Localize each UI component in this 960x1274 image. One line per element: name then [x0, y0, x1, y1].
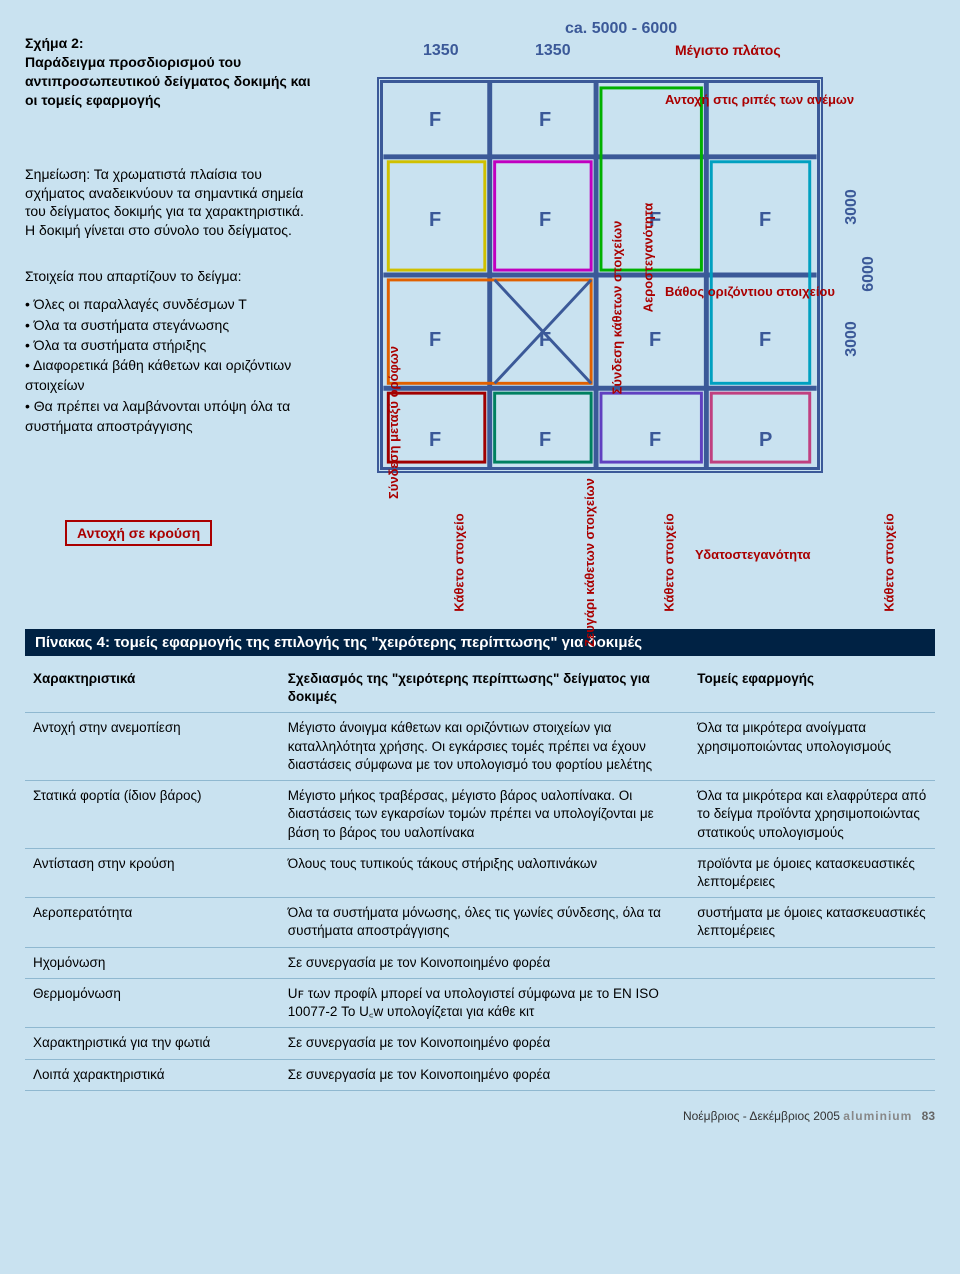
td-c2: Μέγιστο μήκος τραβέρσας, μέγιστο βάρος υ…	[280, 781, 690, 849]
facade-diagram: ca. 5000 - 6000 1350 1350 Μέγιστο πλάτος…	[335, 20, 895, 500]
bullet-item: Όλες οι παραλλαγές συνδέσμων Τ	[25, 294, 315, 314]
dim-overall: ca. 5000 - 6000	[565, 20, 677, 38]
cell-labels: F F F F F F F F F F F F F P	[389, 89, 811, 461]
table4: Χαρακτηριστικά Σχεδιασμός της "χειρότερη…	[25, 662, 935, 1091]
td-c3	[689, 1028, 935, 1059]
bullet-item: Όλα τα συστήματα στήριξης	[25, 335, 315, 355]
figure-number: Σχήμα 2:	[25, 35, 315, 51]
td-c1: Λοιπά χαρακτηριστικά	[25, 1059, 280, 1090]
cell-F: F	[429, 109, 441, 132]
impact-and-bottom-labels: Αντοχή σε κρούση Κάθετο στοιχείο Ζευγάρι…	[25, 520, 935, 605]
td-c1: Αεροπερατότητα	[25, 898, 280, 947]
table-row: ΑεροπερατότηταΌλα τα συστήματα μόνωσης, …	[25, 898, 935, 947]
label-water-tight: Υδατοστεγανότητα	[695, 547, 811, 562]
cell-F: F	[759, 329, 771, 352]
table-row: Λοιπά χαρακτηριστικάΣε συνεργασία με τον…	[25, 1059, 935, 1090]
facade-frame: F F F F F F F F F F F F F P	[380, 80, 820, 470]
label-vert-member-2: Κάθετο στοιχείο	[662, 513, 677, 611]
footer-mag: aluminium	[843, 1109, 912, 1123]
cell-F: F	[539, 109, 551, 132]
impact-box: Αντοχή σε κρούση	[65, 520, 212, 546]
td-c1: Χαρακτηριστικά για την φωτιά	[25, 1028, 280, 1059]
td-c3: Όλα τα μικρότερα ανοίγματα χρησιμοποιώντ…	[689, 713, 935, 781]
td-c1: Αντοχή στην ανεμοπίεση	[25, 713, 280, 781]
diagram-column: ca. 5000 - 6000 1350 1350 Μέγιστο πλάτος…	[335, 20, 935, 500]
footer-date: Νοέμβριος - Δεκέμβριος 2005	[683, 1109, 840, 1123]
td-c3: προϊόντα με όμοιες κατασκευαστικές λεπτο…	[689, 848, 935, 897]
dim-1350-b: 1350	[535, 42, 571, 60]
table-row: Στατικά φορτία (ίδιον βάρος)Μέγιστο μήκο…	[25, 781, 935, 849]
th-worstcase: Σχεδιασμός της "χειρότερης περίπτωσης" δ…	[280, 662, 690, 713]
table-row: Αντίσταση στην κρούσηΌλους τους τυπικούς…	[25, 848, 935, 897]
figure-caption: Παράδειγμα προσδιορισμού του αντιπροσωπε…	[25, 53, 315, 110]
cell-P: P	[759, 429, 772, 452]
footer-page: 83	[922, 1109, 935, 1123]
dim-3000-a: 3000	[843, 189, 861, 225]
figure-note: Σημείωση: Τα χρωματιστά πλαίσια του σχήμ…	[25, 165, 315, 241]
td-c2: Μέγιστο άνοιγμα κάθετων και οριζόντιων σ…	[280, 713, 690, 781]
table-head-row: Χαρακτηριστικά Σχεδιασμός της "χειρότερη…	[25, 662, 935, 713]
td-c2: Σε συνεργασία με τον Κοινοποιημένο φορέα	[280, 1059, 690, 1090]
td-c2: Σε συνεργασία με τον Κοινοποιημένο φορέα	[280, 1028, 690, 1059]
dim-1350-a: 1350	[423, 42, 459, 60]
bottom-labels: Κάθετο στοιχείο Ζευγάρι κάθετων στοιχείω…	[375, 525, 935, 605]
bullet-item: Διαφορετικά βάθη κάθετων και οριζόντιων …	[25, 355, 315, 396]
elements-heading: Στοιχεία που απαρτίζουν το δείγμα:	[25, 268, 315, 284]
label-vert-member-3: Κάθετο στοιχείο	[882, 513, 897, 611]
table-row: ΘερμομόνωσηUꜰ των προφίλ μπορεί να υπολο…	[25, 978, 935, 1027]
td-c3: συστήματα με όμοιες κατασκευαστικές λεπτ…	[689, 898, 935, 947]
bullet-item: Όλα τα συστήματα στεγάνωσης	[25, 315, 315, 335]
td-c3	[689, 947, 935, 978]
td-c1: Θερμομόνωση	[25, 978, 280, 1027]
table-row: ΗχομόνωσηΣε συνεργασία με τον Κοινοποιημ…	[25, 947, 935, 978]
label-conn-vert: Σύνδεση κάθετων στοιχείων	[609, 221, 624, 395]
td-c1: Στατικά φορτία (ίδιον βάρος)	[25, 781, 280, 849]
td-c3	[689, 1059, 935, 1090]
label-impact: Αντοχή σε κρούση	[77, 525, 200, 541]
cell-F: F	[429, 209, 441, 232]
label-depth-horiz: Βάθος οριζόντιου στοιχείου	[665, 284, 835, 299]
page-footer: Νοέμβριος - Δεκέμβριος 2005 aluminium 83	[25, 1109, 935, 1123]
td-c2: Uꜰ των προφίλ μπορεί να υπολογιστεί σύμφ…	[280, 978, 690, 1027]
cell-F: F	[429, 329, 441, 352]
table4-title: Πίνακας 4: τομείς εφαρμογής της επιλογής…	[25, 629, 935, 656]
bullet-list: Όλες οι παραλλαγές συνδέσμων Τ Όλα τα συ…	[25, 294, 315, 436]
table-row: Χαρακτηριστικά για την φωτιάΣε συνεργασί…	[25, 1028, 935, 1059]
label-vert-member-1: Κάθετο στοιχείο	[452, 513, 467, 611]
table-row: Αντοχή στην ανεμοπίεσηΜέγιστο άνοιγμα κά…	[25, 713, 935, 781]
td-c2: Σε συνεργασία με τον Κοινοποιημένο φορέα	[280, 947, 690, 978]
label-pair-vert: Ζευγάρι κάθετων στοιχείων	[582, 478, 597, 647]
td-c2: Όλους τους τυπικούς τάκους στήριξης υαλο…	[280, 848, 690, 897]
dim-3000-b: 3000	[843, 321, 861, 357]
figure-text-column: Σχήμα 2: Παράδειγμα προσδιορισμού του αν…	[25, 20, 315, 500]
label-air-tight: Αεροστεγανότητα	[640, 203, 655, 313]
cell-F: F	[429, 429, 441, 452]
td-c3	[689, 978, 935, 1027]
th-characteristic: Χαρακτηριστικά	[25, 662, 280, 713]
th-scope: Τομείς εφαρμογής	[689, 662, 935, 713]
td-c1: Ηχομόνωση	[25, 947, 280, 978]
bullet-item: Θα πρέπει να λαμβάνονται υπόψη όλα τα συ…	[25, 396, 315, 437]
cell-F: F	[539, 429, 551, 452]
label-wind-resistance: Αντοχή στις ριπές των ανέμων	[665, 92, 854, 107]
cell-F: F	[539, 209, 551, 232]
td-c2: Όλα τα συστήματα μόνωσης, όλες τις γωνίε…	[280, 898, 690, 947]
cell-F: F	[539, 329, 551, 352]
cell-F: F	[649, 329, 661, 352]
dim-max-width: Μέγιστο πλάτος	[675, 42, 781, 58]
dim-6000: 6000	[860, 256, 878, 292]
cell-F: F	[759, 209, 771, 232]
cell-F: F	[649, 429, 661, 452]
td-c3: Όλα τα μικρότερα και ελαφρύτερα από το δ…	[689, 781, 935, 849]
label-conn-floors: Σύνδεση μεταξύ ορόφων	[386, 346, 401, 499]
td-c1: Αντίσταση στην κρούση	[25, 848, 280, 897]
figure-2-section: Σχήμα 2: Παράδειγμα προσδιορισμού του αν…	[25, 20, 935, 500]
